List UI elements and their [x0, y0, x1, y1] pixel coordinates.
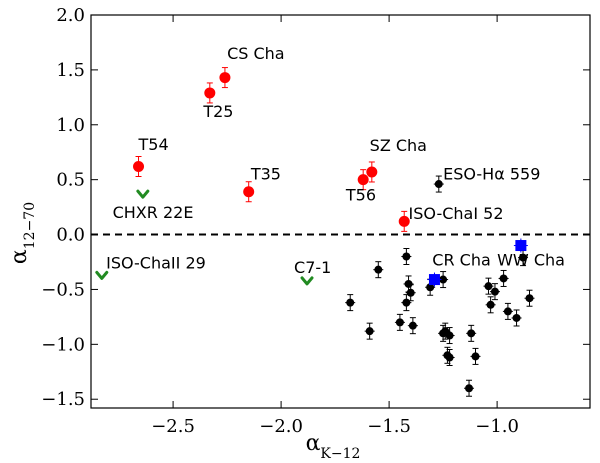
y-tick-label: 1.5	[56, 60, 85, 81]
black-point	[467, 329, 476, 338]
annotations: CS Cha T25 T54 T35 SZ Cha T56 ESO-Hα 559 CHXR 2…	[106, 44, 565, 277]
point-annotation: ESO-Hα 559	[443, 165, 540, 184]
black-point	[402, 298, 411, 307]
black-point	[484, 282, 493, 291]
data-marks	[95, 67, 535, 397]
red-point	[133, 160, 145, 172]
upper-limit-marker	[300, 276, 314, 286]
black-point	[374, 265, 383, 274]
y-tick-label: 0.5	[56, 170, 85, 191]
black-point	[404, 279, 413, 288]
red-point	[219, 72, 231, 84]
black-point	[512, 313, 521, 322]
y-axis-ticks: −1.5 −1.0 −0.5 0.0 0.5 1.0 1.5 2.0	[41, 5, 590, 410]
y-tick-label: 1.0	[56, 115, 85, 136]
y-axis-label: α12−70	[7, 202, 38, 264]
black-point	[443, 351, 452, 360]
black-point	[503, 307, 512, 316]
black-point	[402, 252, 411, 261]
y-tick-label: −1.5	[41, 389, 85, 410]
black-point	[406, 288, 415, 297]
point-annotation: CHXR 22E	[113, 203, 194, 222]
x-axis-ticks: −2.5 −2.0 −1.5 −1.0	[151, 15, 519, 437]
point-annotation: WW Cha	[497, 250, 565, 269]
upper-limit-marker	[136, 189, 150, 199]
black-point	[445, 331, 454, 340]
x-tick-label: −1.0	[475, 416, 519, 437]
y-tick-label: 2.0	[56, 5, 85, 26]
red-point	[357, 174, 369, 186]
black-point	[408, 321, 417, 330]
black-point	[365, 327, 374, 336]
point-annotation: T25	[202, 102, 233, 121]
x-tick-label: −2.0	[259, 416, 303, 437]
point-annotation: T35	[250, 165, 281, 184]
black-point	[465, 384, 474, 393]
point-annotation: T54	[138, 135, 169, 154]
red-point	[398, 215, 410, 227]
blue-square-point	[515, 240, 527, 252]
upper-limit-marker	[95, 270, 109, 280]
black-point	[486, 300, 495, 309]
point-annotation: C7-1	[294, 258, 331, 277]
point-annotation: CS Cha	[227, 44, 285, 63]
black-point	[434, 180, 443, 189]
blue-square-point	[428, 274, 440, 286]
black-point	[471, 352, 480, 361]
red-point	[204, 87, 216, 99]
black-point	[499, 274, 508, 283]
point-annotation: ISO-ChaI 52	[409, 204, 504, 223]
black-point	[439, 275, 448, 284]
black-point	[346, 298, 355, 307]
black-point	[519, 253, 528, 262]
y-tick-label: 0.0	[56, 225, 85, 246]
plot-frame	[90, 14, 591, 409]
black-point	[525, 294, 534, 303]
black-point	[426, 283, 435, 292]
point-annotation: CR Cha	[432, 250, 491, 269]
y-tick-label: −1.0	[41, 334, 85, 355]
x-tick-label: −1.5	[367, 416, 411, 437]
point-annotation: ISO-ChaII 29	[106, 254, 206, 273]
black-point	[395, 318, 404, 327]
point-annotation: SZ Cha	[370, 136, 427, 155]
red-point	[366, 166, 378, 178]
y-tick-label: −0.5	[41, 279, 85, 300]
black-point	[490, 287, 499, 296]
red-point	[243, 186, 255, 198]
point-annotation: T56	[345, 186, 376, 205]
plot-area	[90, 14, 591, 409]
x-tick-label: −2.5	[151, 416, 195, 437]
x-axis-label: αK−12	[306, 431, 361, 462]
